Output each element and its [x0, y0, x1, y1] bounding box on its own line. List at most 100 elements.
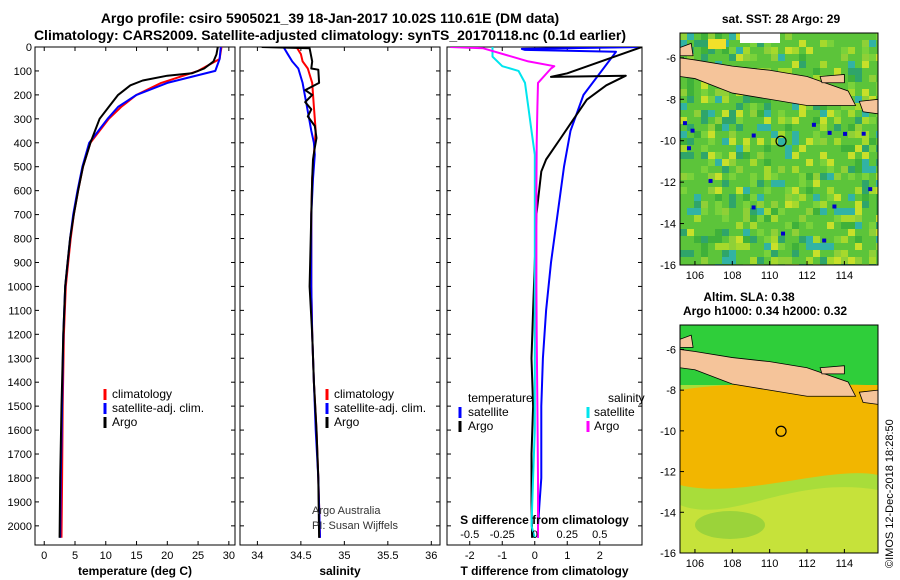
sst-cell [694, 194, 701, 201]
legend-label: satellite [468, 405, 509, 419]
sst-cell [708, 236, 715, 243]
sst-cell [869, 152, 876, 159]
sst-cell [792, 243, 799, 250]
sst-cell [694, 236, 701, 243]
sst-cell [687, 124, 694, 131]
sst-cell [729, 236, 736, 243]
sst-cell [785, 187, 792, 194]
sst-cell [687, 243, 694, 250]
plot-frame [239, 46, 441, 546]
panel-differences: -2 -1 0 1 2 T difference from climatology -0.5… [446, 46, 645, 578]
sst-cell [701, 250, 708, 257]
sst-cell [785, 222, 792, 229]
sst-cell [778, 54, 785, 61]
sst-cell [771, 243, 778, 250]
sst-cell [862, 201, 869, 208]
sst-cell [827, 110, 834, 117]
sst-cell [687, 138, 694, 145]
sst-cell [848, 208, 855, 215]
sst-cell [680, 40, 687, 47]
sst-cell [708, 47, 715, 54]
sst-cell [701, 110, 708, 117]
sst-cell [785, 61, 792, 68]
sst-cold-pixel [751, 133, 756, 138]
sst-cell [820, 138, 827, 145]
sst-cell [869, 208, 876, 215]
sst-cell [799, 110, 806, 117]
legend-label: satellite [594, 405, 635, 419]
sst-cell [778, 208, 785, 215]
sst-cell [736, 54, 743, 61]
series-group [58, 47, 223, 538]
sst-cell [862, 194, 869, 201]
sst-cell [855, 201, 862, 208]
sst-cold-pixel [811, 122, 816, 127]
sst-cell [764, 187, 771, 194]
sst-cell [862, 40, 869, 47]
sst-cell [848, 138, 855, 145]
sst-cell [841, 61, 848, 68]
x-tick-label: 106 [686, 558, 704, 570]
sst-cell [806, 208, 813, 215]
sst-cell [855, 159, 862, 166]
sst-cell [743, 96, 750, 103]
sst-cell [806, 243, 813, 250]
y-tick-label: -6 [666, 53, 676, 65]
sst-cell [813, 68, 820, 75]
sst-cell [743, 201, 750, 208]
sst-cell [806, 173, 813, 180]
sst-cell [722, 47, 729, 54]
argo-position-marker [775, 425, 787, 437]
watermark: ©IMOS 12-Dec-2018 18:28:50 [884, 419, 896, 568]
sst-cell [778, 138, 785, 145]
sumatra-landmass [680, 42, 694, 57]
sst-cell [757, 173, 764, 180]
sst-cell [841, 236, 848, 243]
sst-cell [743, 215, 750, 222]
sst-cell [792, 229, 799, 236]
sst-cell [729, 201, 736, 208]
sst-cell [869, 117, 876, 124]
sst-cell [778, 110, 785, 117]
y-tick-label: 1700 [8, 449, 32, 461]
sst-cell [778, 131, 785, 138]
sst-cell [834, 257, 841, 264]
sst-cell [757, 201, 764, 208]
series-line-salinity-satellite [491, 47, 536, 539]
sst-cell [855, 75, 862, 82]
sst-cell [722, 166, 729, 173]
sst-cell [876, 201, 878, 208]
sst-cell [708, 173, 715, 180]
sst-cell [722, 180, 729, 187]
sst-cell [848, 145, 855, 152]
sst-cell [736, 187, 743, 194]
sst-cell [715, 33, 722, 40]
x-tick-label: 0 [41, 550, 47, 562]
sst-cell [764, 96, 771, 103]
map-frame [679, 32, 879, 266]
sst-cell [750, 40, 757, 47]
sst-cell [771, 180, 778, 187]
sst-cell [799, 173, 806, 180]
sst-cell [715, 187, 722, 194]
sst-cell [729, 124, 736, 131]
sst-cell [869, 187, 876, 194]
sst-cell [792, 222, 799, 229]
sst-cell [701, 159, 708, 166]
sst-cell [827, 222, 834, 229]
sst-cell [813, 166, 820, 173]
map-field [680, 33, 878, 265]
sst-cell [736, 124, 743, 131]
sst-cell [876, 54, 878, 61]
sst-cell [757, 257, 764, 264]
sst-cell [764, 145, 771, 152]
sst-cell [764, 173, 771, 180]
sst-cell [848, 68, 855, 75]
sst-cell [680, 103, 687, 110]
sst-cell [799, 54, 806, 61]
sst-cell [806, 110, 813, 117]
sst-cell [834, 103, 841, 110]
sst-cell [764, 250, 771, 257]
sst-cell [764, 215, 771, 222]
